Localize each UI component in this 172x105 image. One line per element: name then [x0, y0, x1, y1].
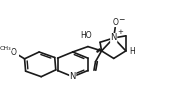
Text: CH₃: CH₃	[0, 46, 11, 51]
Text: H: H	[130, 47, 135, 56]
Text: N: N	[69, 72, 76, 81]
Text: −: −	[119, 16, 125, 25]
Text: O: O	[112, 18, 118, 27]
Text: O: O	[11, 48, 17, 57]
Text: N: N	[111, 33, 117, 43]
Text: HO: HO	[80, 31, 92, 40]
Text: +: +	[117, 29, 123, 35]
